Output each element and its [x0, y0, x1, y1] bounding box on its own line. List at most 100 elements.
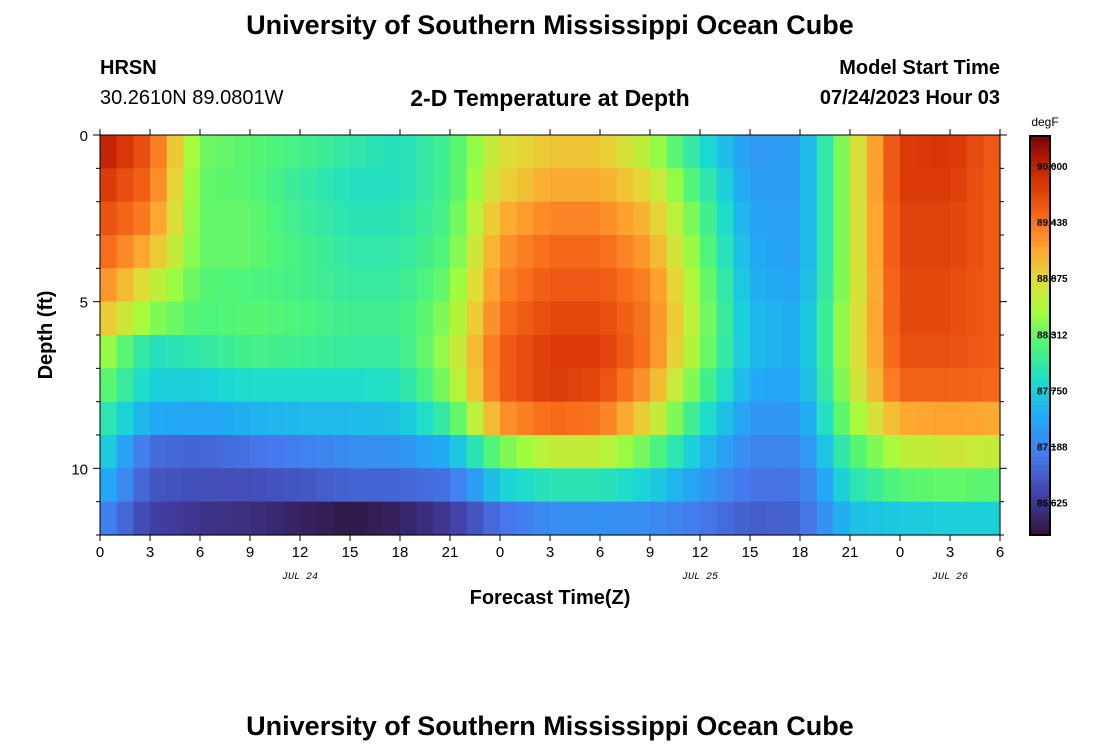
colorbar-frame — [1029, 135, 1051, 536]
heatmap-cell — [833, 268, 851, 303]
heatmap-cell — [500, 501, 518, 536]
colorbar-segment — [1030, 500, 1050, 506]
heatmap-cell — [483, 435, 501, 469]
heatmap-cell — [250, 401, 268, 436]
heatmap-cell — [566, 335, 584, 369]
heatmap-cell — [333, 435, 351, 469]
heatmap-cell — [900, 368, 918, 403]
heatmap-cell — [133, 201, 151, 236]
heatmap-cell — [750, 168, 768, 203]
page-title-bottom: University of Southern Mississippi Ocean… — [246, 711, 854, 741]
heatmap-cell — [716, 468, 734, 503]
heatmap-cell — [850, 468, 868, 503]
colorbar-segment — [1030, 530, 1050, 536]
heatmap-cell — [400, 468, 418, 503]
heatmap-cell — [350, 435, 368, 469]
heatmap-cell — [300, 201, 318, 236]
heatmap-cell — [816, 368, 834, 403]
heatmap-cell — [533, 501, 551, 536]
heatmap-cell — [900, 301, 918, 336]
heatmap-cell — [416, 201, 434, 236]
colorbar-segment — [1030, 310, 1050, 317]
heatmap-cell — [500, 135, 518, 169]
heatmap-cell — [783, 501, 801, 536]
heatmap-cell — [716, 268, 734, 303]
heatmap-cell — [750, 235, 768, 269]
heatmap-cell — [350, 235, 368, 269]
heatmap-cell — [283, 168, 301, 203]
heatmap-cell — [950, 401, 968, 436]
heatmap-cell — [433, 235, 451, 269]
heatmap-cell — [283, 201, 301, 236]
heatmap-cell — [966, 401, 984, 436]
heatmap-cell — [383, 501, 401, 536]
heatmap-cell — [133, 168, 151, 203]
colorbar-segment — [1030, 195, 1050, 202]
heatmap-cell — [400, 335, 418, 369]
heatmap-cell — [400, 368, 418, 403]
heatmap-cell — [216, 401, 234, 436]
heatmap-cell — [433, 268, 451, 303]
colorbar-tick-label: 88.875 — [1037, 274, 1068, 285]
heatmap-cell — [850, 368, 868, 403]
heatmap-cell — [700, 268, 718, 303]
colorbar-segment — [1030, 225, 1050, 232]
heatmap-cell — [366, 301, 384, 336]
heatmap-cell — [550, 401, 568, 436]
heatmap-cell — [133, 468, 151, 503]
heatmap-cell — [633, 301, 651, 336]
heatmap-cell — [900, 401, 918, 436]
heatmap-cell — [166, 368, 184, 403]
heatmap-cell — [683, 235, 701, 269]
heatmap-cell — [150, 235, 168, 269]
heatmap-cell — [666, 201, 684, 236]
heatmap-cell — [183, 335, 201, 369]
heatmap-cell — [433, 368, 451, 403]
heatmap-cell — [983, 401, 1001, 436]
heatmap-cell — [350, 401, 368, 436]
heatmap-cell — [916, 168, 934, 203]
heatmap-cell — [933, 135, 951, 169]
colorbar-segment — [1030, 220, 1050, 227]
heatmap-cell — [933, 168, 951, 203]
heatmap-cell — [516, 268, 534, 303]
heatmap-cell — [900, 201, 918, 236]
heatmap-cell — [583, 368, 601, 403]
colorbar-segment — [1030, 255, 1050, 262]
heatmap-cell — [616, 201, 634, 236]
colorbar-tick-label: 87.750 — [1037, 386, 1068, 397]
x-tick-label: 3 — [146, 544, 154, 561]
heatmap-cell — [933, 268, 951, 303]
y-tick-label: 10 — [71, 461, 88, 478]
heatmap-cell — [716, 235, 734, 269]
heatmap-cell — [116, 201, 134, 236]
heatmap-cell — [933, 435, 951, 469]
heatmap-cell — [533, 335, 551, 369]
heatmap-cell — [650, 268, 668, 303]
colorbar-segment — [1030, 445, 1050, 451]
heatmap-cell — [616, 368, 634, 403]
heatmap-cell — [133, 501, 151, 536]
heatmap-cell — [316, 468, 334, 503]
heatmap-cell — [200, 468, 218, 503]
heatmap-cell — [116, 235, 134, 269]
x-tick-label: 3 — [946, 544, 954, 561]
heatmap-cell — [566, 501, 584, 536]
heatmap-cell — [300, 401, 318, 436]
heatmap-cell — [150, 135, 168, 169]
colorbar-segment — [1030, 425, 1050, 431]
heatmap-cell — [750, 268, 768, 303]
heatmap-cell — [116, 268, 134, 303]
heatmap-cell — [483, 468, 501, 503]
heatmap-cell — [483, 335, 501, 369]
heatmap-cell — [300, 368, 318, 403]
heatmap-cell — [100, 401, 118, 436]
heatmap-cell — [350, 168, 368, 203]
heatmap-cell — [966, 135, 984, 169]
heatmap-cell — [600, 501, 618, 536]
colorbar-segment — [1030, 285, 1050, 292]
x-tick-label: 6 — [596, 544, 604, 561]
heatmap-cell — [750, 201, 768, 236]
colorbar-segment — [1030, 400, 1050, 406]
colorbar-segment — [1030, 165, 1050, 172]
